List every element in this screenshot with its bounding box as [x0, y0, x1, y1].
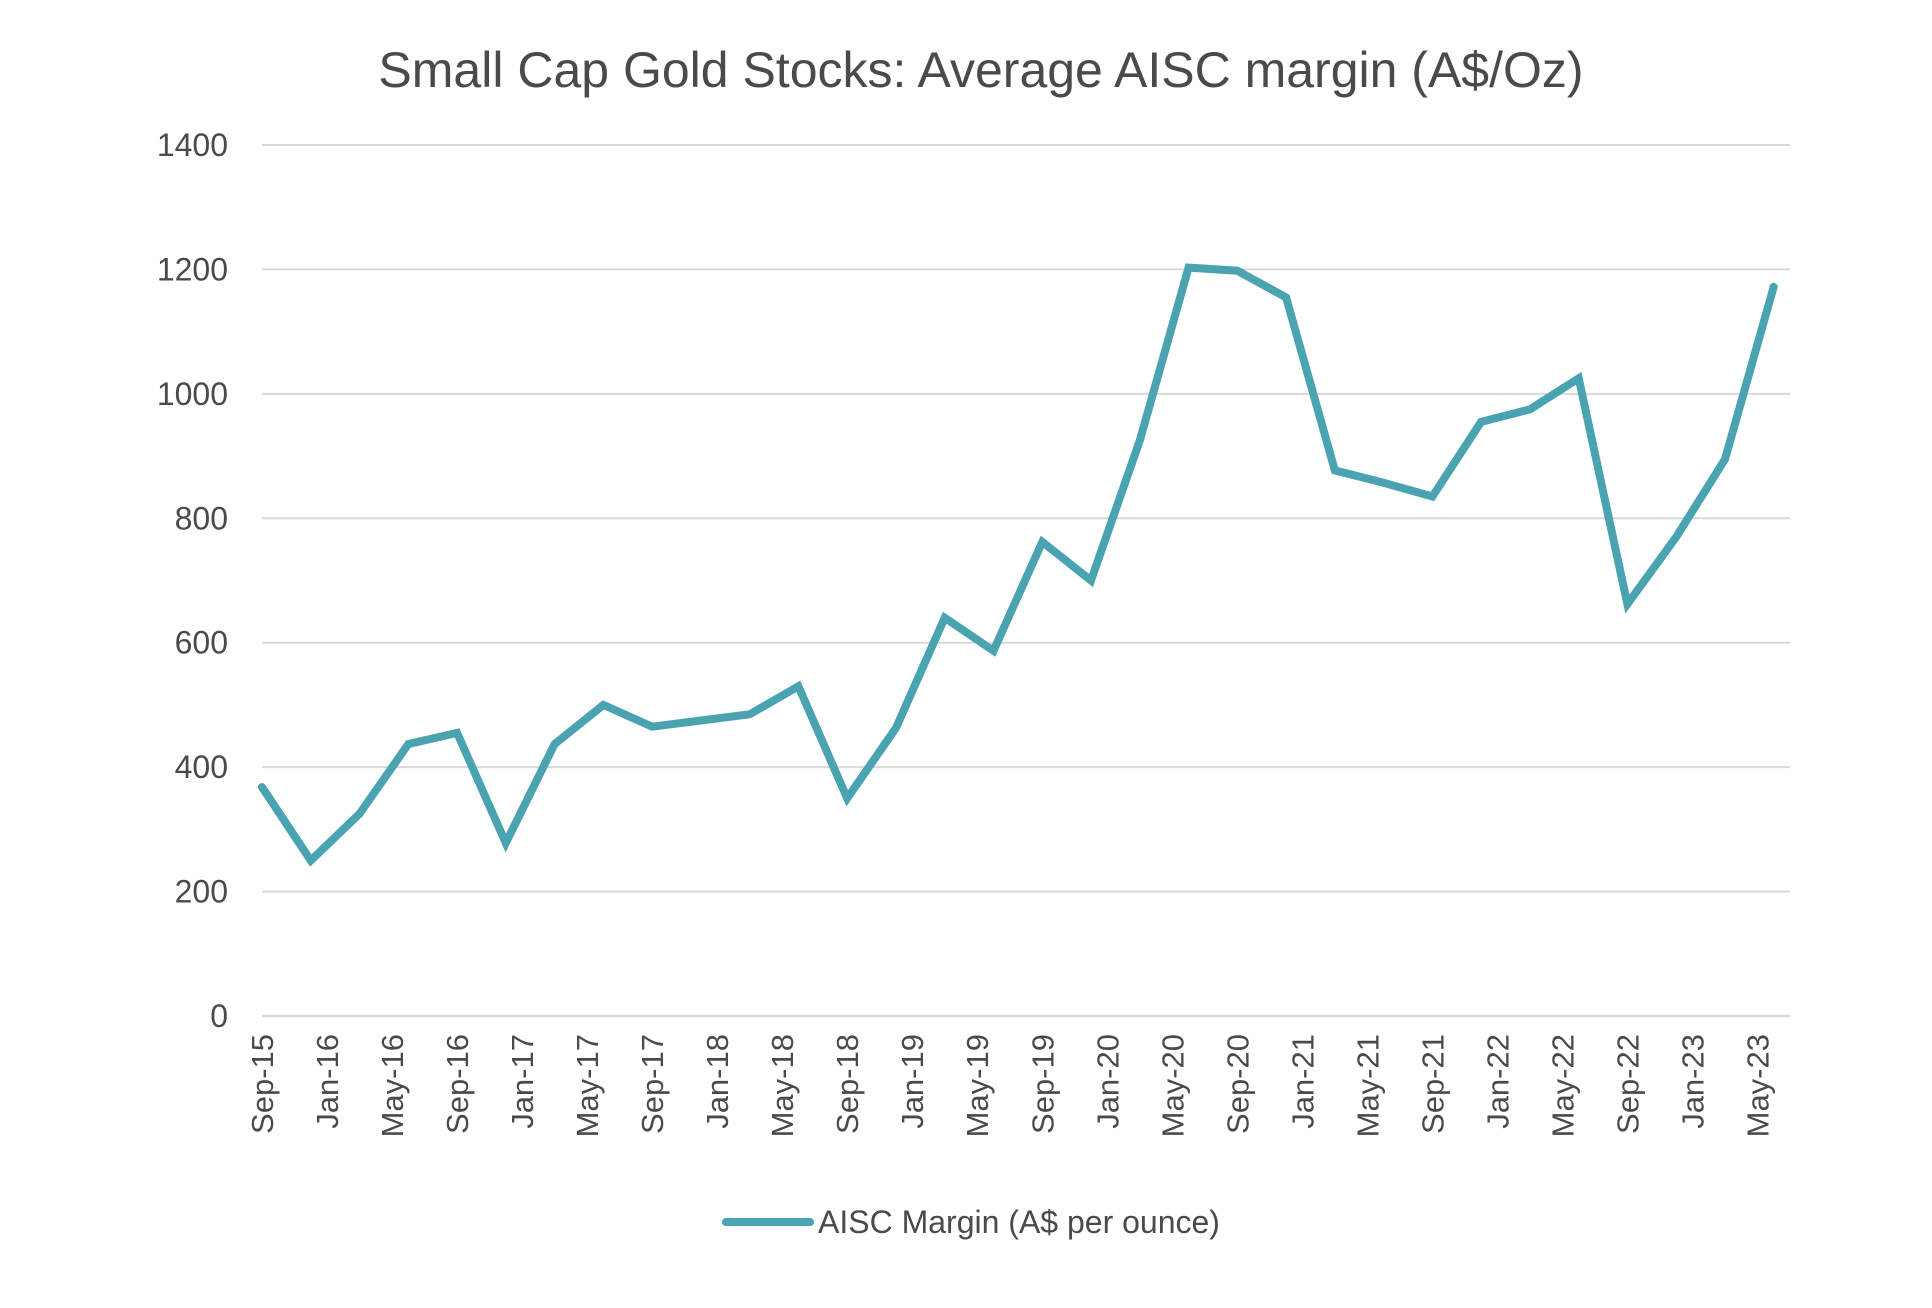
x-tick-label: May-22 [1545, 1034, 1580, 1137]
x-tick-label: May-17 [570, 1034, 605, 1137]
x-tick-label: May-23 [1740, 1034, 1775, 1137]
data-point [404, 740, 412, 748]
data-point [1136, 437, 1144, 445]
x-tick-label: May-19 [960, 1034, 995, 1137]
data-point [1038, 538, 1046, 546]
data-point [1477, 418, 1485, 426]
x-tick-label: Sep-17 [635, 1034, 670, 1134]
y-tick-label: 200 [175, 874, 228, 910]
data-point [1380, 479, 1388, 487]
x-tick-label: Jan-18 [700, 1034, 735, 1129]
data-point [599, 701, 607, 709]
data-point [941, 614, 949, 622]
data-point [356, 810, 364, 818]
data-point [1331, 466, 1339, 474]
x-tick-label: Sep-21 [1415, 1034, 1450, 1134]
data-point [1721, 455, 1729, 463]
x-tick-label: Jan-19 [895, 1034, 930, 1129]
y-tick-label: 400 [175, 749, 228, 785]
data-point [697, 717, 705, 725]
y-tick-label: 600 [175, 625, 228, 661]
series-lines [258, 263, 1778, 867]
x-tick-label: Jan-22 [1480, 1034, 1515, 1129]
data-point [843, 794, 851, 802]
data-point [1428, 493, 1436, 501]
x-tick-label: May-18 [765, 1034, 800, 1137]
data-point [551, 740, 559, 748]
data-point [1770, 283, 1778, 291]
x-tick-label: Sep-15 [245, 1034, 280, 1134]
data-point [1233, 267, 1241, 275]
x-tick-label: Sep-19 [1025, 1034, 1060, 1134]
data-point [1185, 264, 1193, 272]
data-point [746, 710, 754, 718]
data-point [1672, 533, 1680, 541]
x-axis-tick-labels: Sep-15 Jan-16 May-16 Sep-16 Jan-17 May-17 Sep-… [245, 1034, 1775, 1137]
data-point [648, 723, 656, 731]
data-point [990, 647, 998, 655]
x-tick-label: May-21 [1350, 1034, 1385, 1137]
legend: AISC Margin (A$ per ounce) [722, 1204, 1220, 1240]
y-axis-tick-labels: 0 200 400 600 800 1000 1200 1400 [157, 127, 228, 1034]
y-tick-label: 1400 [157, 127, 228, 163]
data-point [258, 783, 266, 791]
x-tick-label: Jan-21 [1285, 1034, 1320, 1129]
legend-label: AISC Margin (A$ per ounce) [818, 1204, 1220, 1240]
x-tick-label: Sep-20 [1220, 1034, 1255, 1134]
x-tick-label: May-20 [1155, 1034, 1190, 1137]
series-line [258, 263, 1778, 867]
data-point [794, 682, 802, 690]
x-tick-label: Jan-20 [1090, 1034, 1125, 1129]
y-tick-label: 1200 [157, 251, 228, 287]
x-tick-label: May-16 [375, 1034, 410, 1137]
x-tick-label: Jan-17 [505, 1034, 540, 1129]
y-tick-label: 0 [210, 998, 228, 1034]
x-tick-label: Sep-18 [830, 1034, 865, 1134]
x-tick-label: Sep-22 [1610, 1034, 1645, 1134]
data-point [1623, 600, 1631, 608]
data-point [1575, 374, 1583, 382]
x-tick-label: Jan-16 [310, 1034, 345, 1129]
y-tick-label: 800 [175, 500, 228, 536]
data-point [453, 729, 461, 737]
x-tick-label: Sep-16 [440, 1034, 475, 1134]
data-point [502, 839, 510, 847]
data-point [1282, 293, 1290, 301]
y-tick-label: 1000 [157, 376, 228, 412]
gridlines [262, 144, 1790, 1018]
x-tick-label: Jan-23 [1675, 1034, 1710, 1129]
data-point [1087, 577, 1095, 585]
data-point [892, 724, 900, 732]
chart-title: Small Cap Gold Stocks: Average AISC marg… [378, 42, 1583, 98]
data-point [307, 857, 315, 865]
data-point [1526, 405, 1534, 413]
